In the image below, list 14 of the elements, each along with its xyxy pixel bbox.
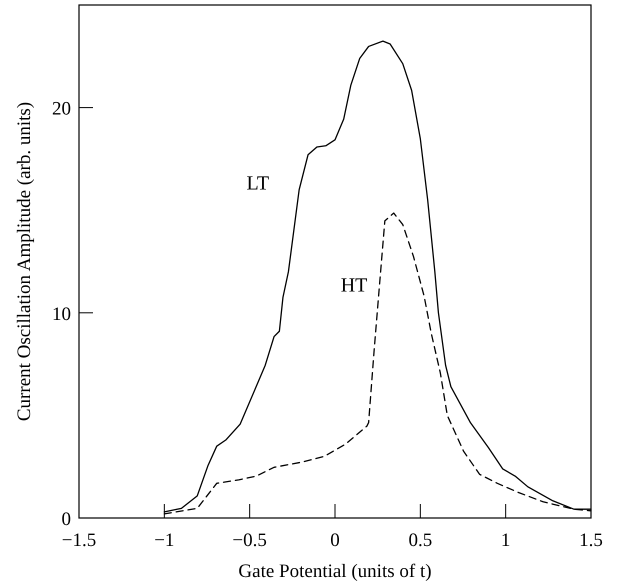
y-tick-label: 0 (62, 509, 71, 530)
x-tick-label: 1.5 (579, 530, 603, 551)
y-axis-title: Current Oscillation Amplitude (arb. units) (14, 102, 35, 422)
x-axis-title: Gate Potential (units of t) (238, 561, 432, 582)
x-tick-label: 0.5 (408, 530, 432, 551)
series-label: LT (246, 172, 270, 195)
y-tick-label: 10 (52, 304, 71, 325)
y-tick-label: 20 (52, 98, 71, 120)
x-tick-label: 1 (500, 530, 510, 551)
series-label: HT (340, 274, 368, 297)
x-tick-label: −1 (154, 530, 174, 551)
x-tick-label: 0 (330, 530, 340, 551)
x-tick-label: −1.5 (62, 530, 96, 551)
x-tick-label: −0.5 (232, 530, 267, 551)
